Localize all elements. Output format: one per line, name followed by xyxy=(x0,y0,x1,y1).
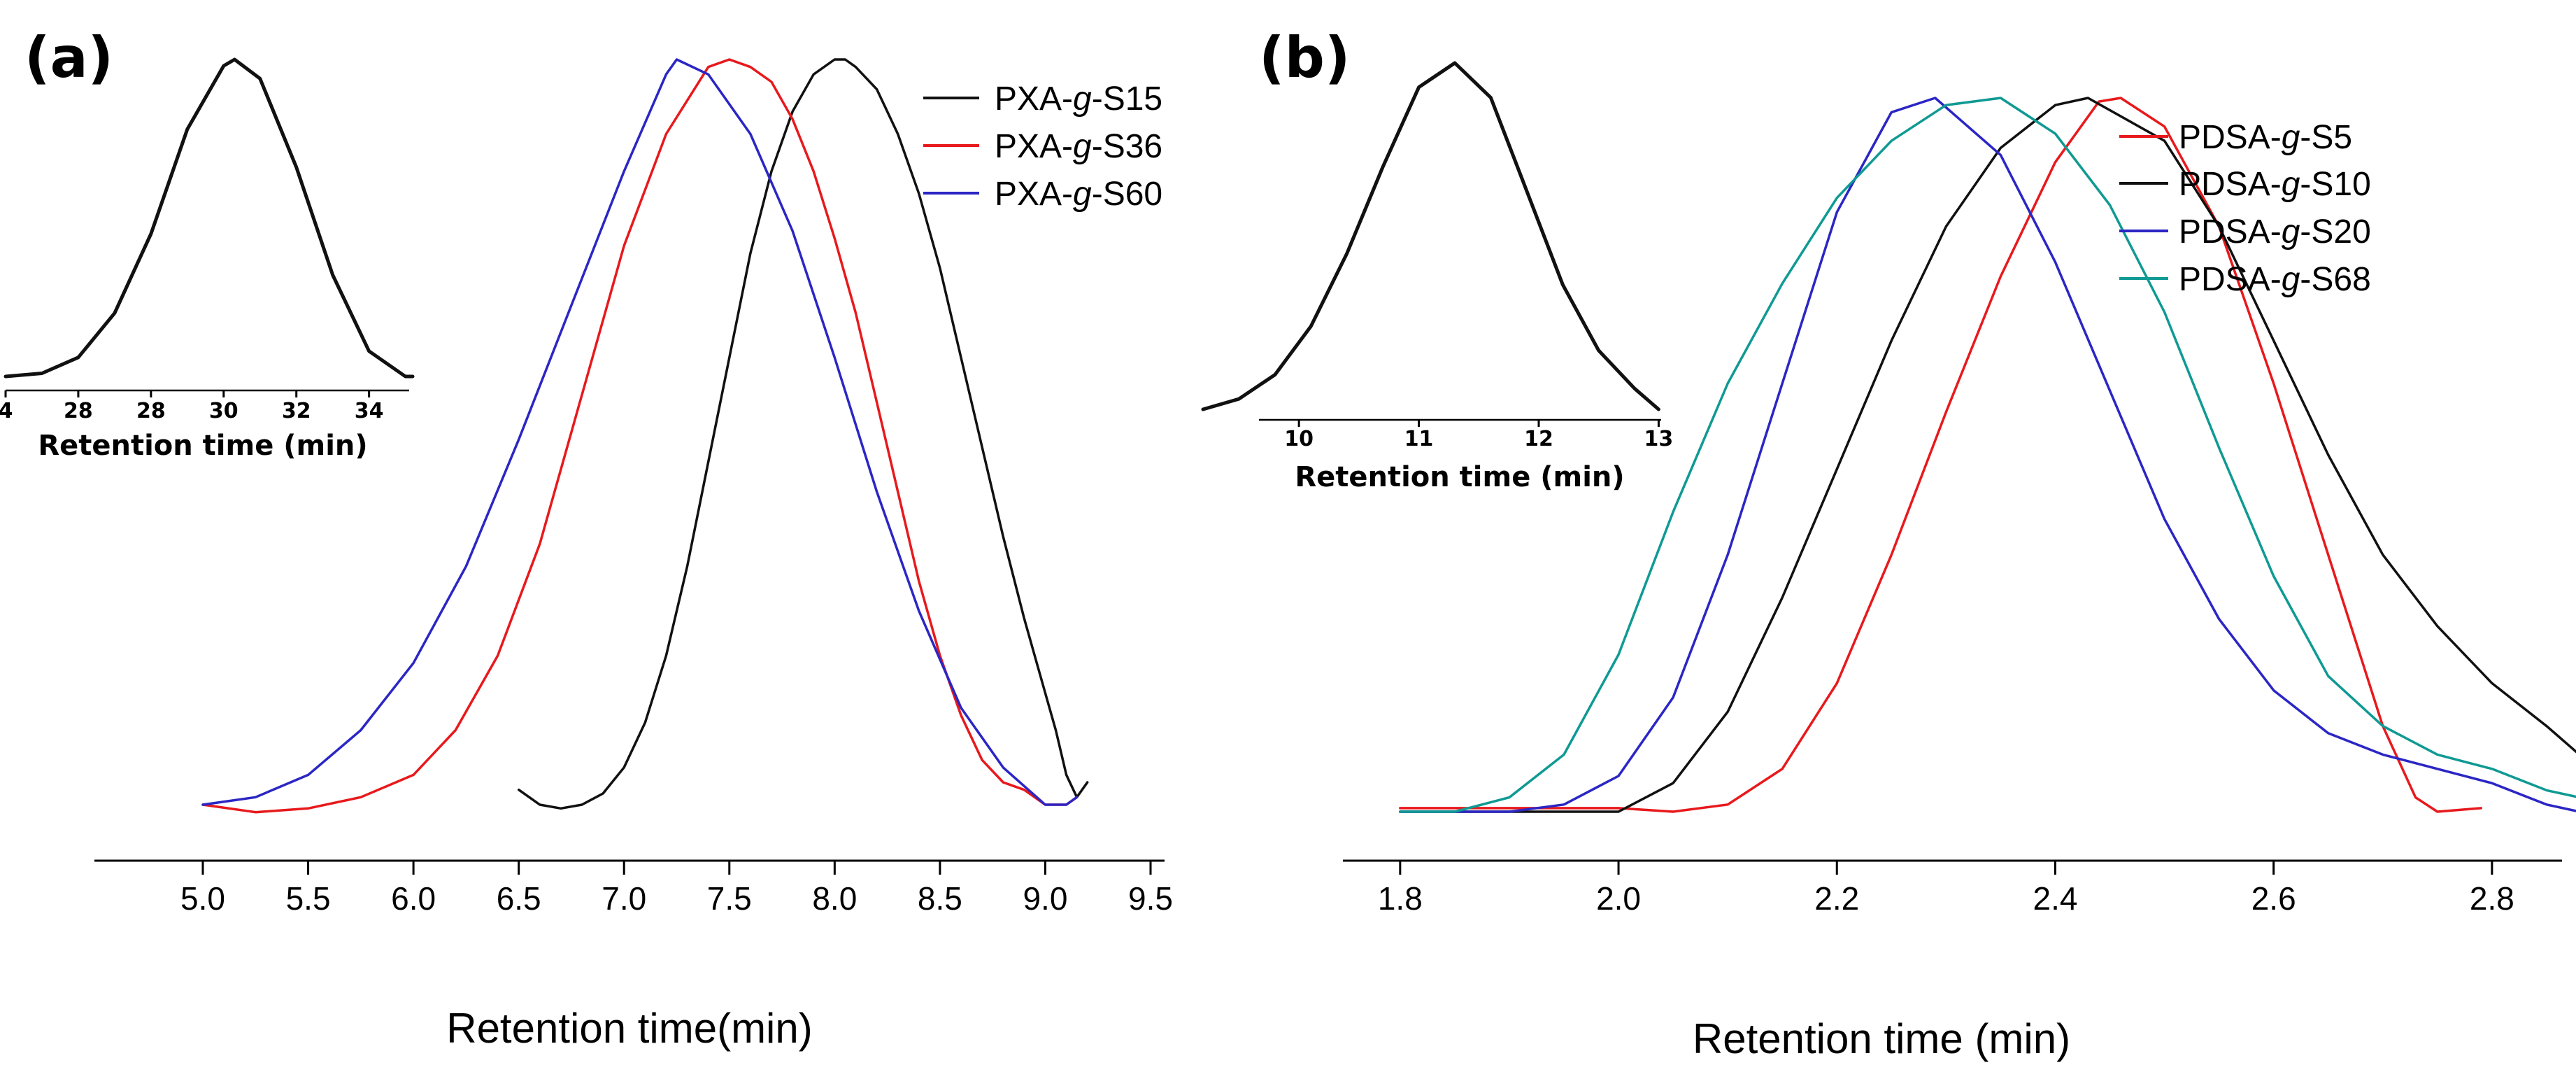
inset-a-tick-label: 30 xyxy=(209,399,239,423)
inset-a: 4 28 28 30 32 34 Retention time (min) xyxy=(0,57,415,462)
chart-a-tick-label: 7.0 xyxy=(602,880,646,917)
chart-a-tick-label: 9.5 xyxy=(1128,880,1173,917)
legend-b-label-1-it: g xyxy=(2282,166,2300,203)
chart-b-tick-label: 1.8 xyxy=(1378,880,1423,917)
legend-a-label-2-pre: PXA- xyxy=(995,176,1073,213)
chart-a: 5.0 5.5 6.0 6.5 7.0 7.5 8.0 8.5 9.0 9.5 Retention… xyxy=(94,58,1173,1052)
chart-a-series xyxy=(201,58,1089,814)
chart-b-series-1 xyxy=(1399,97,2576,813)
inset-a-series-0 xyxy=(3,57,415,379)
chart-a-tick-label: 9.0 xyxy=(1023,880,1067,917)
chart-a-x-title: Retention time(min) xyxy=(446,1005,813,1052)
panel-label-a: (a) xyxy=(24,25,113,90)
chart-a-series-1 xyxy=(201,58,1079,814)
legend-a-label-1: PXA-g-S36 xyxy=(995,128,1162,165)
legend-b-label-2-it: g xyxy=(2282,213,2300,251)
inset-a-tick-label: 4 xyxy=(0,399,13,423)
chart-b-tick-label: 2.6 xyxy=(2251,880,2296,917)
legend-a-label-0-post: -S15 xyxy=(1092,80,1162,118)
chart-b-series-0 xyxy=(1399,97,2483,813)
legend-a-label-0: PXA-g-S15 xyxy=(995,80,1162,118)
legend-b-label-3-post: -S68 xyxy=(2300,261,2370,298)
legend-a-label-2-it: g xyxy=(1073,176,1092,213)
inset-b-x-title: Retention time (min) xyxy=(1295,461,1624,493)
chart-b-tick-label: 2.0 xyxy=(1596,880,1641,917)
chart-a-tick-label: 8.0 xyxy=(812,880,857,917)
inset-a-x-title: Retention time (min) xyxy=(38,430,367,462)
legend-b-label-1: PDSA-g-S10 xyxy=(2179,166,2371,203)
legend-b-label-1-post: -S10 xyxy=(2300,166,2370,203)
legend-a-label-1-pre: PXA- xyxy=(995,128,1073,165)
legend-a-label-0-pre: PXA- xyxy=(995,80,1073,118)
inset-a-ticks: 4 28 28 30 32 34 xyxy=(0,390,384,423)
inset-b-series xyxy=(1201,61,1660,411)
inset-b-ticks: 10 11 12 13 xyxy=(1284,420,1673,451)
inset-a-tick-label: 34 xyxy=(355,399,384,423)
legend-b-label-2-pre: PDSA- xyxy=(2179,213,2282,251)
chart-b-series xyxy=(1399,97,2576,813)
chart-a-legend: PXA-g-S15 PXA-g-S36 PXA-g-S60 xyxy=(923,80,1162,213)
inset-a-tick-label: 28 xyxy=(136,399,166,423)
chart-a-tick-label: 5.5 xyxy=(286,880,331,917)
legend-a-label-1-it: g xyxy=(1073,128,1092,165)
legend-b-label-2-post: -S20 xyxy=(2300,213,2370,251)
inset-b-tick-label: 12 xyxy=(1524,427,1553,451)
chart-b-tick-label: 2.4 xyxy=(2033,880,2077,917)
inset-b-series-0 xyxy=(1201,61,1660,411)
chart-a-series-2 xyxy=(201,58,1079,806)
legend-b-label-0-it: g xyxy=(2282,119,2300,156)
legend-b-label-3: PDSA-g-S68 xyxy=(2179,261,2371,298)
chart-a-ticks: 5.0 5.5 6.0 6.5 7.0 7.5 8.0 8.5 9.0 9.5 xyxy=(180,861,1173,917)
legend-b-label-3-it: g xyxy=(2282,261,2300,298)
chart-b-tick-label: 2.8 xyxy=(2470,880,2514,917)
inset-b-tick-label: 10 xyxy=(1284,427,1314,451)
chart-a-tick-label: 8.5 xyxy=(918,880,962,917)
legend-b-label-0-post: -S5 xyxy=(2300,119,2352,156)
inset-b: 10 11 12 13 Retention time (min) xyxy=(1201,61,1673,493)
legend-b-label-1-pre: PDSA- xyxy=(2179,166,2282,203)
inset-b-tick-label: 13 xyxy=(1644,427,1674,451)
inset-a-tick-label: 28 xyxy=(64,399,93,423)
chart-b-series-3 xyxy=(1399,97,2576,813)
chart-a-tick-label: 6.5 xyxy=(497,880,541,917)
legend-a-label-2-post: -S60 xyxy=(1092,176,1162,213)
chart-b-ticks: 1.8 2.0 2.2 2.4 2.6 2.8 xyxy=(1378,861,2514,917)
inset-a-series xyxy=(3,57,415,379)
panel-label-b: (b) xyxy=(1259,25,1350,90)
chart-b-tick-label: 2.2 xyxy=(1814,880,1859,917)
chart-a-tick-label: 6.0 xyxy=(391,880,436,917)
chart-b: 1.8 2.0 2.2 2.4 2.6 2.8 Retention time (min) … xyxy=(1343,97,2576,1062)
legend-a-label-1-post: -S36 xyxy=(1092,128,1162,165)
legend-b-label-2: PDSA-g-S20 xyxy=(2179,213,2371,251)
legend-a-label-0-it: g xyxy=(1073,80,1092,118)
legend-a-label-2: PXA-g-S60 xyxy=(995,176,1162,213)
legend-b-label-0: PDSA-g-S5 xyxy=(2179,119,2352,156)
legend-b-label-3-pre: PDSA- xyxy=(2179,261,2282,298)
inset-b-tick-label: 11 xyxy=(1404,427,1434,451)
inset-a-tick-label: 32 xyxy=(282,399,311,423)
chart-a-tick-label: 7.5 xyxy=(707,880,752,917)
chart-b-x-title: Retention time (min) xyxy=(1693,1015,2070,1062)
chart-a-tick-label: 5.0 xyxy=(180,880,225,917)
chart-a-series-0 xyxy=(517,58,1089,810)
legend-b-label-0-pre: PDSA- xyxy=(2179,119,2282,156)
chart-b-legend: PDSA-g-S5 PDSA-g-S10 PDSA-g-S20 PDSA-g-S… xyxy=(2119,119,2371,298)
chart-b-series-2 xyxy=(1399,97,2576,813)
